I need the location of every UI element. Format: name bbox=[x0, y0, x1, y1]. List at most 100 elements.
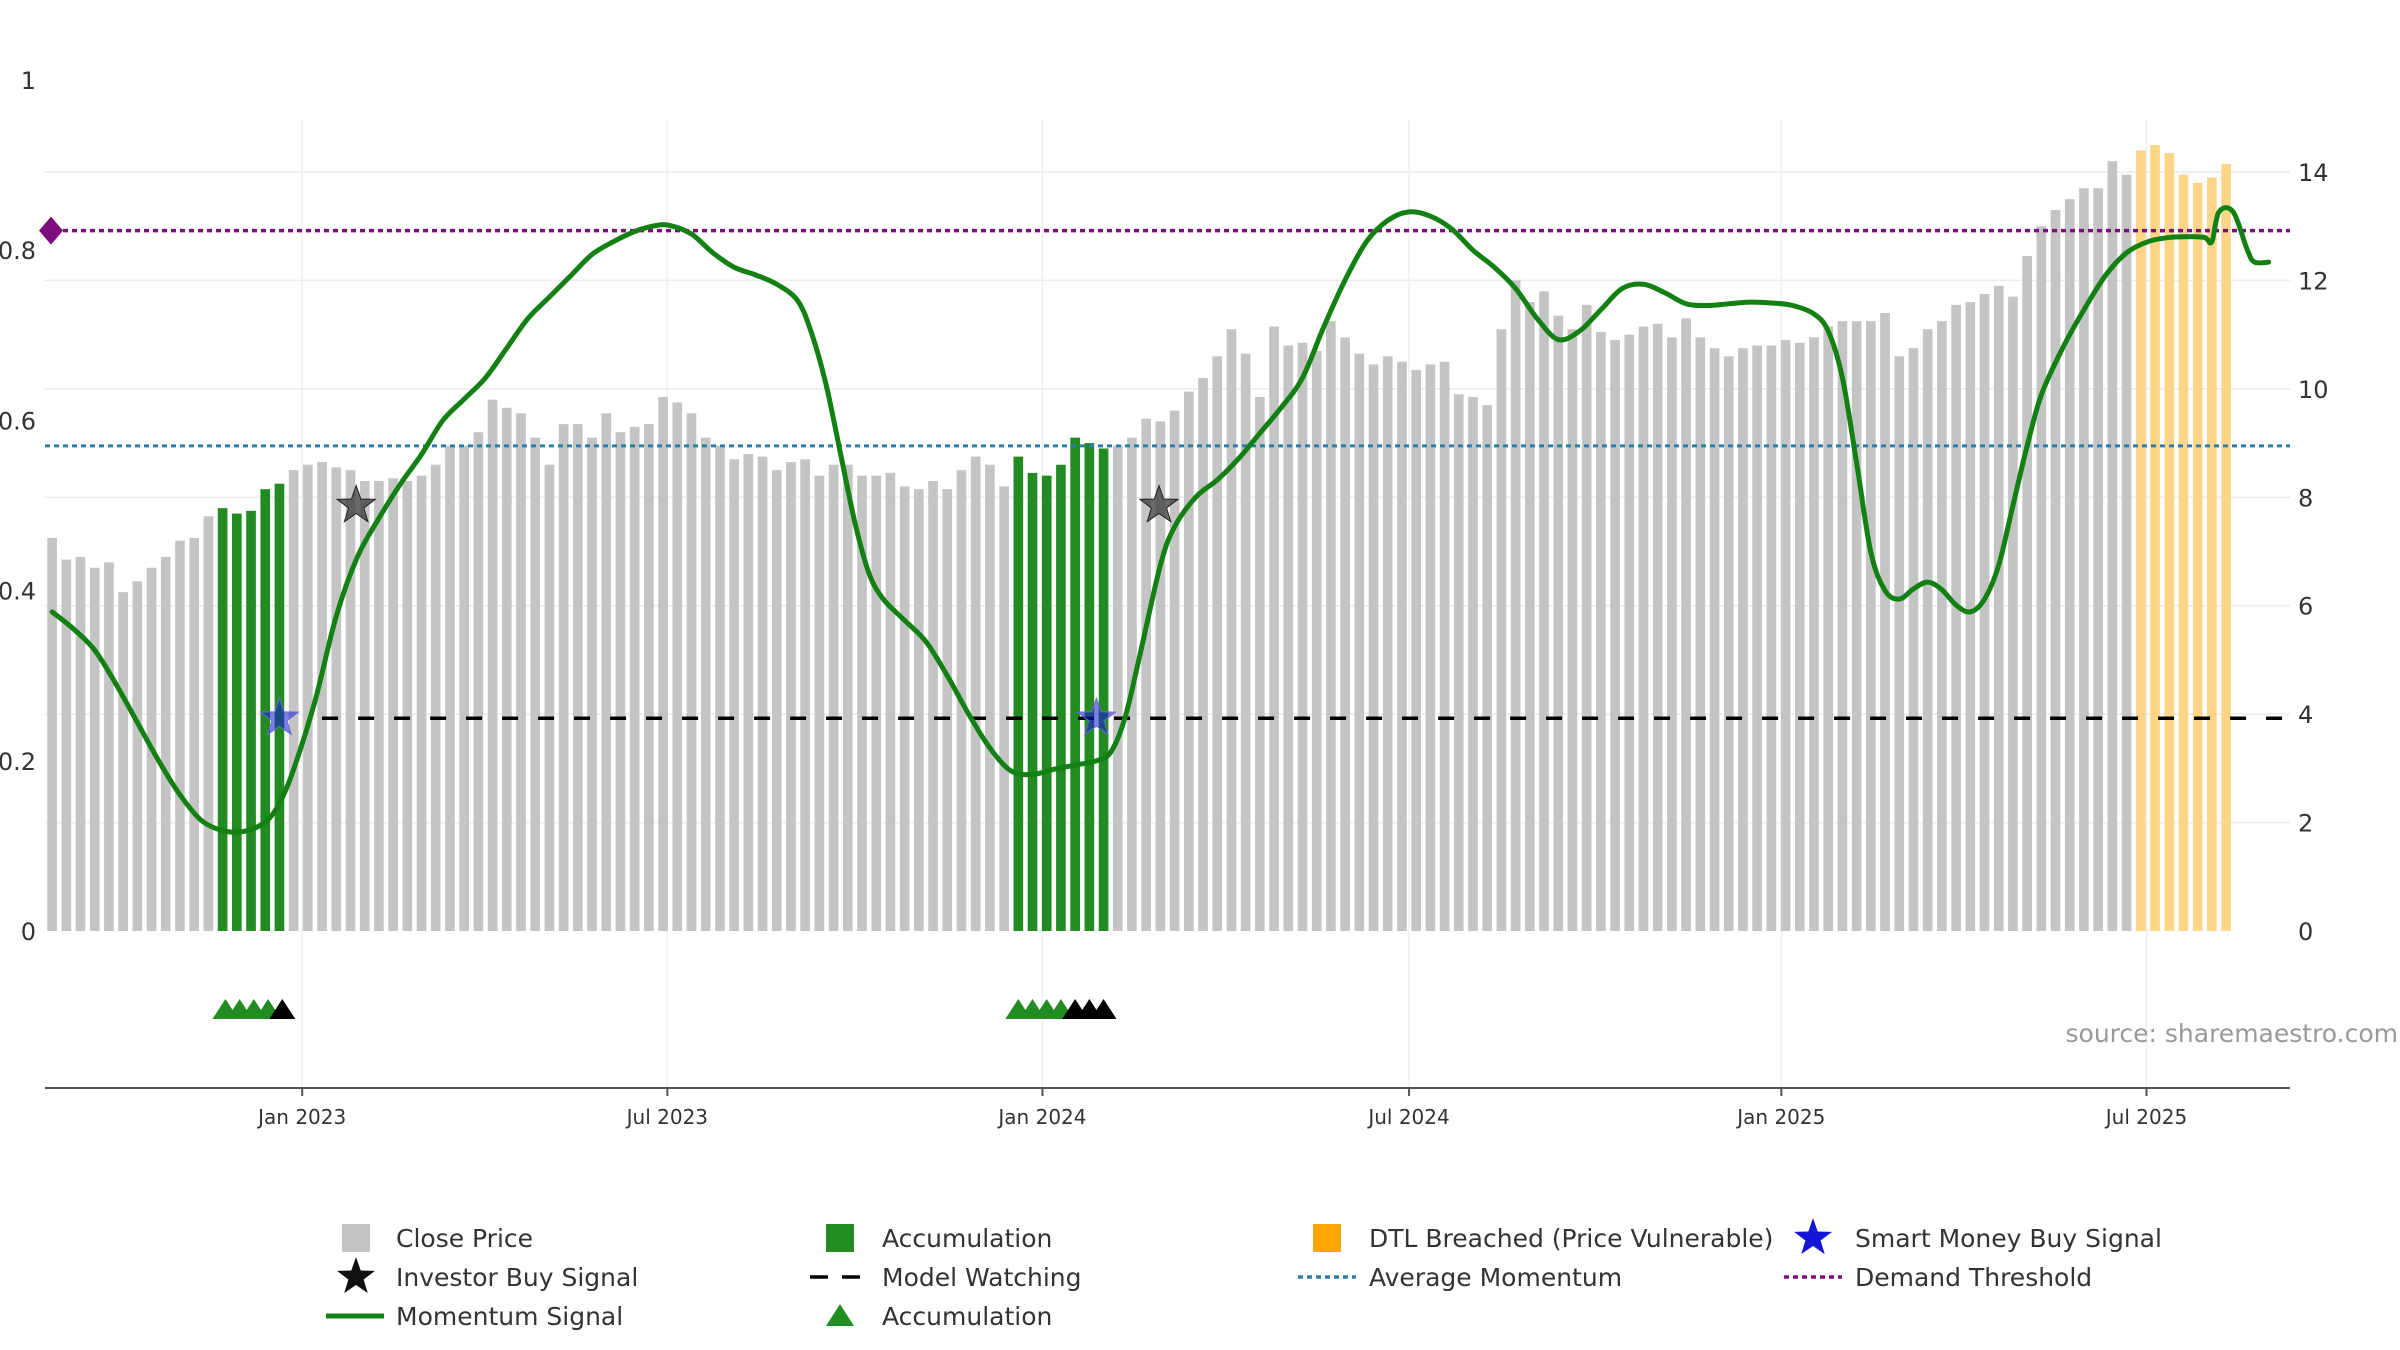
x-tick-label: Jul 2025 bbox=[2104, 1105, 2187, 1129]
accumulation-triangle-dark-icon bbox=[1090, 999, 1117, 1019]
legend-smart-money-star-icon bbox=[1793, 1218, 1833, 1255]
close-price-bar bbox=[331, 467, 342, 931]
close-price-bar bbox=[1411, 369, 1421, 931]
close-price-bar bbox=[658, 396, 668, 932]
legend-close-price-swatch bbox=[342, 1224, 370, 1252]
close-price-bar bbox=[118, 592, 128, 931]
legend-smart-money-label: Smart Money Buy Signal bbox=[1855, 1224, 2162, 1253]
close-price-bar bbox=[629, 426, 640, 931]
momentum-signal-line bbox=[49, 205, 2272, 835]
accumulation-bar bbox=[1027, 472, 1038, 931]
close-price-bar bbox=[132, 581, 143, 931]
left-tick-label: 0.4 bbox=[0, 578, 36, 606]
close-price-bar bbox=[1823, 326, 1834, 931]
close-price-bar bbox=[1965, 302, 1976, 932]
close-price-bar bbox=[1851, 321, 1862, 931]
close-price-bar bbox=[914, 489, 924, 931]
close-price-bar bbox=[2064, 199, 2075, 931]
close-price-bar bbox=[1581, 304, 1592, 931]
close-price-bar bbox=[544, 464, 555, 931]
close-price-bar bbox=[970, 456, 981, 931]
legend-close-price-label: Close Price bbox=[396, 1224, 533, 1253]
close-price-bar bbox=[2008, 296, 2018, 931]
dtl-breached-bar bbox=[2192, 182, 2203, 932]
x-tick-label: Jul 2023 bbox=[625, 1105, 708, 1129]
signal-lines bbox=[39, 205, 2290, 835]
close-price-bar bbox=[402, 481, 413, 931]
close-price-bar bbox=[871, 475, 882, 931]
accumulation-bar bbox=[1084, 443, 1095, 931]
close-price-bar bbox=[686, 413, 697, 932]
close-price-bar bbox=[885, 472, 896, 931]
close-price-bar bbox=[2107, 161, 2118, 931]
close-price-bar bbox=[1837, 321, 1848, 931]
close-price-bar bbox=[1738, 348, 1748, 932]
close-price-bar bbox=[47, 537, 57, 931]
close-price-bar bbox=[1709, 348, 1720, 932]
left-tick-label: 0.8 bbox=[0, 237, 36, 265]
right-tick-label: 12 bbox=[2298, 267, 2329, 295]
close-price-bar bbox=[1169, 410, 1180, 931]
close-price-bar bbox=[1993, 285, 2004, 932]
legend-demand-threshold-label: Demand Threshold bbox=[1855, 1263, 2092, 1292]
close-price-bar bbox=[203, 516, 214, 931]
close-price-bar bbox=[1439, 361, 1450, 931]
close-price-bar bbox=[1908, 348, 1919, 932]
close-price-bar bbox=[359, 481, 370, 931]
close-price-bar bbox=[828, 464, 839, 931]
left-tick-label: 0.2 bbox=[0, 748, 36, 776]
close-price-bar bbox=[1326, 321, 1336, 931]
close-price-bar bbox=[1382, 356, 1393, 931]
close-price-bar bbox=[1766, 345, 1777, 931]
close-price-bar bbox=[1453, 394, 1464, 931]
right-tick-label: 0 bbox=[2298, 918, 2313, 946]
accumulation-bar bbox=[1041, 475, 1052, 931]
demand-threshold-diamond bbox=[39, 216, 63, 245]
right-tick-label: 8 bbox=[2298, 484, 2313, 512]
legend-investor-buy-label: Investor Buy Signal bbox=[396, 1263, 638, 1292]
close-price-bar bbox=[160, 556, 171, 931]
legend-model-watching-label: Model Watching bbox=[882, 1263, 1082, 1292]
close-price-bar bbox=[715, 445, 725, 931]
price-bars bbox=[47, 144, 2231, 932]
x-tick-label: Jan 2025 bbox=[1735, 1105, 1825, 1129]
close-price-bar bbox=[303, 464, 313, 931]
close-price-bar bbox=[89, 567, 100, 931]
close-price-bar bbox=[573, 424, 583, 931]
close-price-bar bbox=[1894, 356, 1905, 931]
dtl-breached-bar bbox=[2164, 153, 2175, 931]
close-price-bar bbox=[771, 470, 782, 931]
close-price-bar bbox=[1866, 321, 1876, 931]
accumulation-triangle-dark-icon bbox=[269, 999, 296, 1019]
legend-accumulation-swatch bbox=[826, 1224, 854, 1252]
x-tick-label: Jan 2023 bbox=[256, 1105, 346, 1129]
close-price-bar bbox=[1198, 378, 1208, 931]
close-price-bar bbox=[942, 489, 953, 931]
close-price-bar bbox=[189, 537, 200, 931]
close-price-bar bbox=[1141, 418, 1152, 931]
close-price-bar bbox=[1809, 337, 1819, 931]
close-price-bar bbox=[1354, 353, 1365, 931]
right-tick-label: 10 bbox=[2298, 376, 2329, 404]
legend: Close Price Investor Buy Signal Momentum S… bbox=[326, 1218, 2162, 1331]
left-tick-label: 1 bbox=[21, 67, 36, 95]
close-price-bar bbox=[1212, 356, 1223, 931]
close-price-bar bbox=[729, 459, 739, 931]
x-tick-label: Jan 2024 bbox=[996, 1105, 1086, 1129]
close-price-bar bbox=[1311, 350, 1322, 932]
close-price-bar bbox=[473, 432, 484, 931]
legend-dtl-swatch bbox=[1313, 1224, 1341, 1252]
close-price-bar bbox=[459, 445, 469, 931]
x-tick-label: Jul 2024 bbox=[1366, 1105, 1449, 1129]
close-price-bar bbox=[1468, 396, 1478, 932]
close-price-bar bbox=[1297, 342, 1308, 931]
dtl-breached-bar bbox=[2150, 144, 2160, 932]
close-price-bar bbox=[75, 556, 86, 931]
right-tick-label: 6 bbox=[2298, 593, 2313, 621]
source-label: source: sharemaestro.com bbox=[2066, 1019, 2399, 1048]
accumulation-bar bbox=[260, 489, 271, 931]
close-price-bar bbox=[2093, 188, 2104, 931]
close-price-bar bbox=[530, 437, 541, 931]
close-price-bar bbox=[814, 475, 825, 931]
